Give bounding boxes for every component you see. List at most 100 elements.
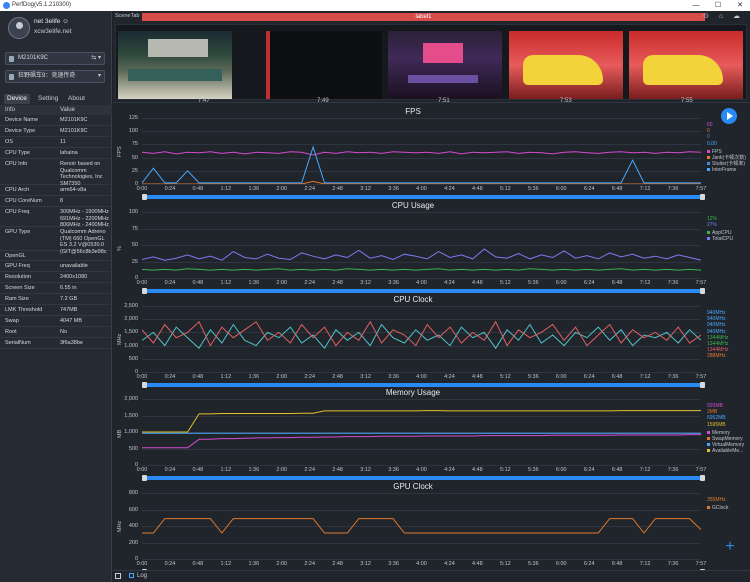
x-tick-label: 0:48 [192,561,204,567]
screenshot-thumb[interactable] [118,31,232,99]
x-tick-label: 6:48 [611,374,623,380]
info-header-value: Value [60,107,75,113]
info-table-header: Info Value [0,105,112,115]
plot-area[interactable] [142,493,701,559]
x-tick-label: 2:24 [304,186,316,192]
legend-item[interactable]: VirtualMemory [707,442,744,448]
x-tick-label: 3:12 [360,374,371,380]
legend-item[interactable]: Stutter(卡顿率) [707,161,746,167]
x-tick-label: 7:12 [639,561,651,567]
x-tick-label: 6:24 [583,186,595,192]
slider-handle-end[interactable] [700,475,705,481]
chevron-down-icon: ▾ [97,73,101,79]
current-value: 0 [707,128,710,135]
legend-swatch [707,167,710,171]
series-line-totalcpu [142,248,701,261]
info-row: CPU Info Renoir based on Qualcomm Technol… [0,159,112,187]
legend-item[interactable]: InterFrame [707,167,746,173]
legend-item[interactable]: AppCPU [707,230,733,236]
app-select[interactable]: 狂野飙车9：竞速传奇 ▾ [5,70,105,83]
time-range-slider[interactable] [142,288,705,294]
screenshot-thumb[interactable] [388,31,502,99]
x-tick-label: 4:24 [444,186,455,192]
grid-line [142,118,701,119]
slider-handle-end[interactable] [700,382,705,388]
info-value: 2400x1080 [60,274,88,280]
app-logo-icon [3,2,10,9]
legend-item[interactable]: Memory [707,430,744,436]
minimize-button[interactable]: — [692,2,700,9]
info-row: OS 11 [0,137,112,148]
x-tick-label: 2:24 [304,561,316,567]
slider-handle-start[interactable] [142,382,147,388]
slider-handle-end[interactable] [700,194,705,200]
grid-line [142,212,701,213]
log-checkbox[interactable] [129,573,134,578]
screenshot-strip[interactable]: 7:47 7:49 7:51 7:53 7:55 [115,24,747,104]
x-tick-label: 6:48 [611,561,623,567]
x-tick-label: 3:12 [360,280,371,286]
y-tick-label: 0 [134,462,138,468]
tab-about[interactable]: About [68,95,85,102]
y-tick-label: 125 [128,115,138,121]
x-tick-label: 4:00 [416,280,427,286]
legend-item[interactable]: AvailableMe... [707,448,744,454]
main-panel: SceneTab label1 ⊙ ⌂ ☁ 7:47 7:49 [113,11,750,582]
scene-tab-label[interactable]: SceneTab [115,13,140,19]
scene-label[interactable]: label1 [142,13,705,21]
y-tick-label: 1,000 [124,429,138,435]
grid-line [142,131,701,133]
log-label[interactable]: Log [137,573,148,579]
legend-item[interactable]: SwapMemory [707,436,744,442]
time-range-slider[interactable] [142,194,705,200]
legend-item[interactable]: FPS [707,149,746,155]
legend-item[interactable]: TotalCPU [707,236,733,242]
y-tick-label: 75 [131,141,138,148]
scene-icons[interactable]: ⊙ ⌂ ☁ [703,13,744,20]
app-select-value: 狂野飙车9：竞速传奇 [18,73,76,79]
chart-legend: AppCPU TotalCPU [707,230,733,242]
close-button[interactable]: ✕ [737,2,743,9]
x-tick-label: 2:24 [304,374,316,380]
screenshot-thumb[interactable] [629,31,743,99]
current-value: 12% [707,216,718,222]
time-range-slider[interactable] [142,475,705,481]
time-range-slider[interactable] [142,382,705,388]
play-button[interactable] [721,108,737,124]
x-tick-label: 3:36 [388,280,399,286]
panel-toggle-icon[interactable] [115,573,121,579]
chart-legend: FPS Jank(卡顿次数) Stutter(卡顿率) InterFrame [707,149,746,173]
slider-handle-start[interactable] [142,194,147,200]
x-tick-label: 7:57 [695,280,707,286]
info-key: LMK Threshold [5,307,43,313]
y-tick-label: 0 [134,181,138,187]
screenshot-thumb[interactable] [509,31,623,99]
slider-handle-start[interactable] [142,288,147,294]
plot-area[interactable] [142,118,701,184]
x-tick-label: 6:00 [555,280,567,286]
legend-label: AppCPU [712,230,732,237]
tab-device[interactable]: Device [4,94,30,104]
x-tick-label: 1:36 [248,186,260,192]
chart-title: CPU Usage [391,201,435,210]
plot-area[interactable] [142,306,701,372]
x-tick-label: 2:48 [332,561,343,567]
window-title: PerfDog(v5.1.210300) [12,2,72,8]
chart-gpu-clock: GPU Clock MHz 800 600 400 200 0 0:00 0:24 0:48 1:1… [113,480,750,575]
legend-item[interactable]: Jank(卡顿次数) [707,155,746,161]
current-value: 0 [707,134,710,141]
grid-line [142,542,701,544]
plot-area[interactable] [142,212,701,278]
avatar[interactable] [8,17,30,39]
screenshot-thumb[interactable] [266,31,382,99]
tab-setting[interactable]: Setting [38,95,59,102]
device-select-icons: ⇆ ▾ [91,55,101,61]
maximize-button[interactable]: ☐ [714,2,722,9]
plot-area[interactable] [142,399,701,465]
add-chart-button[interactable]: + [725,538,735,555]
device-select[interactable]: M2101K9C ⇆ ▾ [5,52,105,65]
slider-handle-start[interactable] [142,475,147,481]
slider-handle-end[interactable] [700,288,705,294]
current-value: 940MHz [707,322,726,329]
legend-item[interactable]: GClock [707,505,728,511]
